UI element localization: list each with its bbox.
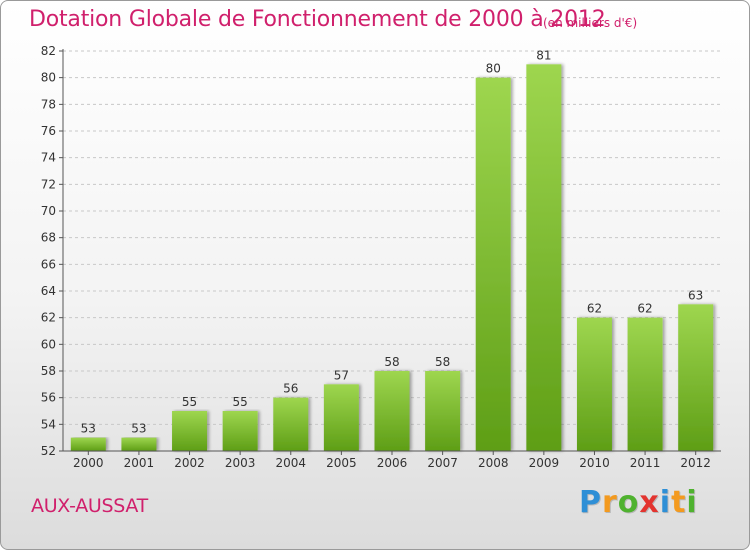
value-label-2010: 62 (587, 302, 602, 316)
y-tick-label: 72 (41, 177, 56, 191)
value-label-2012: 63 (688, 288, 703, 302)
y-tick-label: 62 (41, 311, 56, 325)
logo-letter: P (579, 485, 602, 520)
y-tick-label: 74 (41, 151, 56, 165)
x-tick-label-2011: 2011 (630, 456, 661, 470)
y-tick-label: 58 (41, 364, 56, 378)
proxiti-logo: Proxiti (579, 485, 698, 520)
value-label-2000: 53 (81, 422, 96, 436)
value-label-2004: 56 (283, 382, 298, 396)
x-tick-label-2005: 2005 (326, 456, 357, 470)
y-tick-label: 60 (41, 337, 56, 351)
value-label-2009: 81 (536, 48, 551, 62)
y-tick-label: 56 (41, 391, 56, 405)
bar-2004 (273, 397, 309, 451)
y-tick-label: 82 (41, 44, 56, 58)
bar-2001 (121, 437, 157, 451)
x-tick-label-2000: 2000 (73, 456, 104, 470)
bar-2005 (323, 384, 359, 451)
y-tick-label: 66 (41, 257, 56, 271)
bar-2002 (172, 411, 208, 451)
chart-subtitle: (en milliers d'€) (543, 16, 638, 30)
y-tick-label: 76 (41, 124, 56, 138)
chart-title: Dotation Globale de Fonctionnement de 20… (29, 7, 606, 32)
bar-2007 (425, 371, 461, 451)
value-label-2011: 62 (637, 302, 652, 316)
bar-2012 (678, 304, 714, 451)
x-tick-label-2009: 2009 (529, 456, 560, 470)
value-label-2003: 55 (233, 395, 248, 409)
x-tick-label-2006: 2006 (377, 456, 408, 470)
value-label-2001: 53 (131, 422, 146, 436)
commune-name: AUX-AUSSAT (31, 495, 148, 517)
logo-letter: r (602, 485, 618, 520)
bar-2011 (627, 317, 663, 451)
bar-2009 (526, 64, 562, 452)
value-label-2008: 80 (486, 62, 501, 76)
x-tick-label-2004: 2004 (275, 456, 306, 470)
bar-2000 (70, 437, 106, 451)
y-tick-label: 70 (41, 204, 56, 218)
y-tick-label: 64 (41, 284, 56, 298)
bar-2006 (374, 371, 410, 451)
y-tick-label: 68 (41, 231, 56, 245)
y-tick-label: 80 (41, 71, 56, 85)
bar-2003 (222, 411, 258, 451)
value-label-2006: 58 (384, 355, 399, 369)
bar-2010 (576, 317, 612, 451)
x-tick-label-2012: 2012 (680, 456, 711, 470)
value-label-2005: 57 (334, 368, 349, 382)
x-tick-label-2007: 2007 (427, 456, 458, 470)
logo-letter: o (617, 485, 640, 520)
x-tick-label-2003: 2003 (225, 456, 256, 470)
logo-letter: i (659, 485, 672, 520)
logo-letter: x (639, 485, 660, 520)
value-label-2002: 55 (182, 395, 197, 409)
bar-2008 (475, 77, 511, 452)
x-tick-label-2002: 2002 (174, 456, 205, 470)
x-tick-label-2008: 2008 (478, 456, 509, 470)
x-tick-label-2001: 2001 (124, 456, 155, 470)
x-tick-label-2010: 2010 (579, 456, 610, 470)
logo-letter: i (686, 485, 698, 520)
y-tick-label: 52 (41, 444, 56, 458)
value-label-2007: 58 (435, 355, 450, 369)
logo-letter: t (671, 485, 687, 520)
y-tick-label: 78 (41, 97, 56, 111)
y-tick-label: 54 (41, 417, 56, 431)
